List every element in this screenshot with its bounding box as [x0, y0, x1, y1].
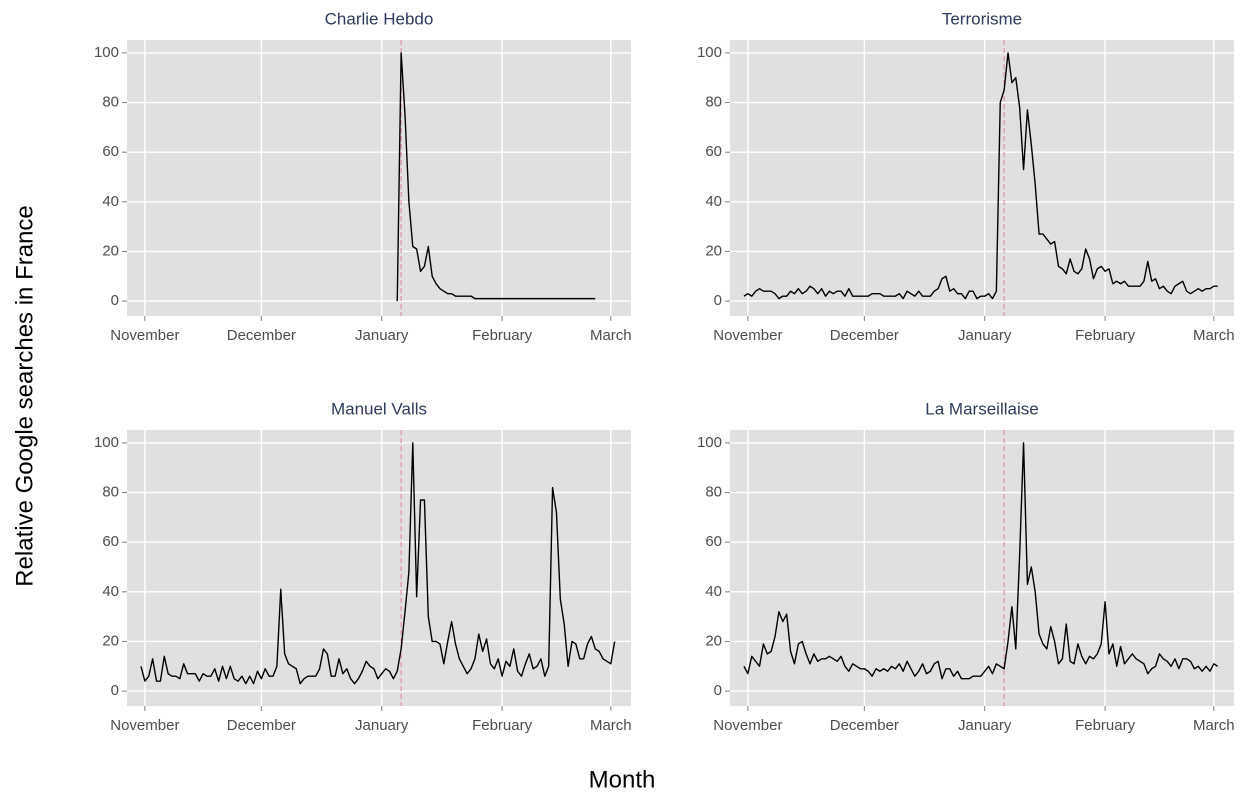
panel-background	[127, 40, 631, 316]
x-tick-label: December	[227, 717, 296, 734]
y-tick-label: 0	[714, 682, 722, 699]
y-tick-label: 60	[705, 143, 722, 160]
x-tick-label: February	[1075, 717, 1136, 734]
y-tick-label: 40	[705, 583, 722, 600]
x-tick-label: March	[590, 717, 632, 734]
x-tick-label: March	[590, 327, 632, 344]
panel-background	[127, 430, 631, 706]
y-tick-label: 40	[102, 193, 119, 210]
y-tick-label: 80	[102, 94, 119, 111]
y-tick-label: 0	[111, 682, 119, 699]
y-tick-label: 60	[102, 533, 119, 550]
data-line	[140, 442, 616, 685]
panel-background	[730, 40, 1234, 316]
x-tick-label: November	[110, 327, 179, 344]
x-tick-label: December	[830, 327, 899, 344]
y-tick-label: 0	[714, 292, 722, 309]
panel-title: Terrorisme	[942, 9, 1022, 28]
panel-title: Charlie Hebdo	[325, 9, 434, 28]
data-line	[396, 52, 596, 302]
x-tick-label: January	[958, 327, 1012, 344]
x-tick-label: November	[713, 327, 782, 344]
y-tick-label: 40	[102, 583, 119, 600]
y-tick-label: 100	[94, 44, 119, 61]
x-tick-label: November	[713, 717, 782, 734]
data-line	[743, 442, 1219, 680]
x-tick-label: January	[958, 717, 1012, 734]
y-tick-label: 60	[102, 143, 119, 160]
y-tick-label: 20	[705, 242, 722, 259]
x-tick-label: February	[472, 717, 533, 734]
y-axis-label: Relative Google searches in France	[11, 205, 38, 587]
panel-title: Manuel Valls	[331, 399, 427, 418]
y-tick-label: 100	[697, 434, 722, 451]
x-tick-label: December	[830, 717, 899, 734]
x-tick-label: January	[355, 717, 409, 734]
panel-background	[730, 430, 1234, 706]
y-tick-label: 80	[705, 94, 722, 111]
y-tick-label: 40	[705, 193, 722, 210]
y-tick-label: 100	[697, 44, 722, 61]
y-tick-label: 0	[111, 292, 119, 309]
x-tick-label: November	[110, 717, 179, 734]
x-tick-label: March	[1193, 717, 1235, 734]
y-tick-label: 80	[102, 484, 119, 501]
x-tick-label: December	[227, 327, 296, 344]
y-tick-label: 100	[94, 434, 119, 451]
y-tick-label: 60	[705, 533, 722, 550]
data-line	[743, 52, 1218, 300]
x-tick-label: February	[1075, 327, 1136, 344]
y-tick-label: 20	[102, 632, 119, 649]
y-tick-label: 20	[705, 632, 722, 649]
x-axis-label: Month	[589, 766, 656, 793]
panel-title: La Marseillaise	[925, 399, 1038, 418]
y-tick-label: 20	[102, 242, 119, 259]
x-tick-label: March	[1193, 327, 1235, 344]
x-tick-label: January	[355, 327, 409, 344]
x-tick-label: February	[472, 327, 533, 344]
y-tick-label: 80	[705, 484, 722, 501]
